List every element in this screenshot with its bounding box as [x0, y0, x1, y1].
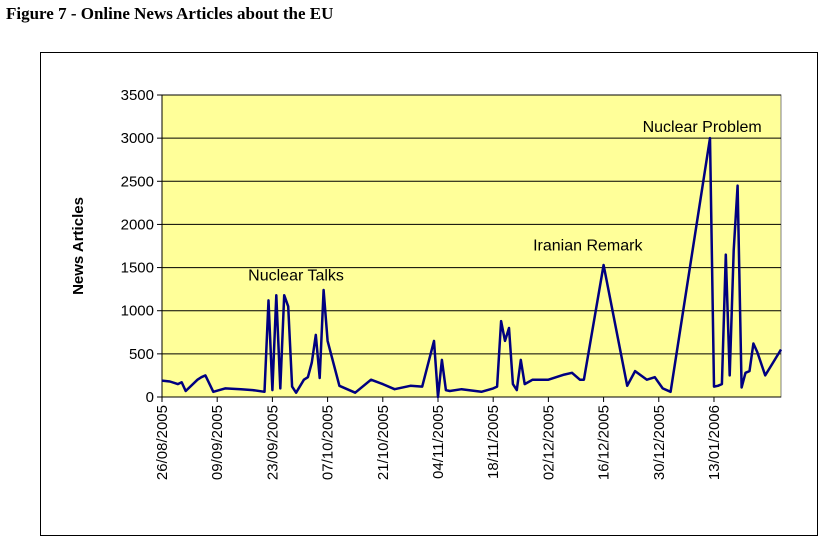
- annotation-label: Nuclear Talks: [248, 268, 344, 285]
- y-tick-label: 2000: [121, 216, 154, 233]
- x-tick-label: 21/10/2005: [375, 405, 392, 480]
- x-tick-label: 26/08/2005: [154, 405, 171, 480]
- y-tick-label: 3000: [121, 130, 154, 147]
- y-tick-label: 500: [129, 346, 154, 363]
- x-tick-label: 07/10/2005: [320, 405, 337, 480]
- x-tick-label: 16/12/2005: [596, 405, 613, 480]
- y-tick-label: 2500: [121, 173, 154, 190]
- x-tick-label: 18/11/2005: [485, 405, 502, 479]
- annotation-label: Nuclear Problem: [643, 119, 762, 136]
- series-line: [161, 136, 783, 399]
- y-tick-label: 3500: [121, 87, 154, 104]
- y-axis-title: News Articles: [70, 197, 87, 295]
- line-chart: 0 500 1000 1500 2000 2500 3000 3500 26/08/2005 09…: [70, 87, 783, 480]
- x-tick-label: 23/09/2005: [264, 405, 281, 480]
- annotation-label: Iranian Remark: [533, 237, 643, 254]
- y-tick-label: 0: [146, 389, 154, 406]
- chart-frame: 0 500 1000 1500 2000 2500 3000 3500 26/08/2005 09…: [40, 52, 818, 536]
- figure-title: Figure 7 - Online News Articles about th…: [6, 4, 334, 23]
- x-tick-label: 09/09/2005: [209, 405, 226, 480]
- y-tick-label: 1000: [121, 303, 154, 320]
- x-tick-label: 13/01/2006: [706, 405, 723, 480]
- x-tick-label: 30/12/2005: [651, 405, 668, 480]
- plot-area: [161, 94, 782, 398]
- y-tick-label: 1500: [121, 260, 154, 277]
- x-tick-label: 04/11/2005: [430, 405, 447, 479]
- x-tick-label: 02/12/2005: [540, 405, 557, 480]
